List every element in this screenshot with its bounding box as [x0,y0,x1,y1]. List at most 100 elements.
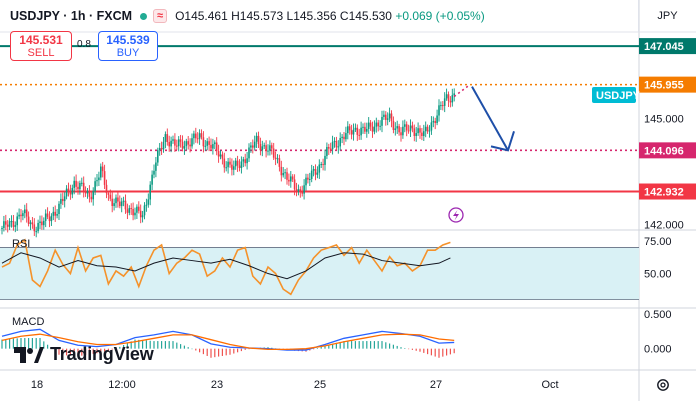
candle-body [52,211,55,216]
candle-body [411,125,414,129]
candle-body [24,209,26,214]
candle-body [139,210,142,218]
candle-body [295,189,298,192]
candle-body [326,147,328,156]
candle-body [98,177,100,181]
macd-histogram-bar [411,348,413,350]
candle-body [379,125,381,127]
candle-body [324,155,326,165]
wave-icon[interactable]: ≈ [153,9,168,23]
tradingview-logo[interactable]: TradingView [14,344,154,365]
buy-price: 145.539 [106,33,150,47]
candle-body [233,166,235,170]
candle-body [143,205,146,216]
macd-histogram-bar [77,348,79,357]
candle-body [29,222,32,224]
buy-button[interactable]: 145.539 BUY [98,31,158,61]
candle-body [227,161,229,168]
candle-body [202,137,205,147]
candle-body [347,126,349,134]
rsi-line [1,238,451,296]
candle-body [153,170,155,175]
candle-body [8,221,11,227]
time-tick-4: 27 [430,379,442,391]
macd-histogram-bar [453,348,455,354]
gear-icon[interactable] [656,378,670,392]
market-open-dot-icon [140,12,148,20]
candle-body [345,133,347,140]
candle-body [162,141,165,150]
candle-body [320,164,322,166]
candle-body [77,186,79,190]
candle-body [291,176,294,180]
candle-body [196,138,199,140]
candle-body [405,124,408,131]
candle-body [122,200,125,202]
macd-histogram-bar [164,341,166,349]
currency-selector[interactable]: JPY [638,0,696,32]
macd-histogram-bar [123,345,125,349]
candle-body [217,151,220,157]
candle-body [183,146,186,149]
candle-body [81,182,83,184]
candle-body [305,177,307,186]
macd-histogram-bar [5,339,7,349]
level-tag-3 [639,183,696,200]
macd-histogram-bar [142,340,144,349]
macd-histogram-bar [104,348,106,352]
candle-body [41,221,43,226]
macd-histogram-bar [138,339,140,349]
candle-body [309,179,311,181]
macd-histogram-bar [267,347,269,349]
candle-body [244,159,246,164]
candle-body [111,198,113,207]
macd-histogram-bar [210,348,212,358]
candle-body [214,142,216,145]
macd-histogram-bar [92,348,94,354]
candle-body [257,135,260,144]
candle-body [90,196,93,200]
macd-histogram-bar [240,348,242,352]
macd-histogram-bar [24,338,26,349]
candle-body [445,94,448,99]
macd-histogram-bar [366,341,368,349]
candle-body [269,145,271,151]
macd-histogram-bar [332,343,334,349]
candle-body [424,126,427,132]
candle-body [145,204,148,206]
candle-body [88,190,91,197]
macd-histogram-bar [313,348,315,350]
macd-histogram-bar [221,348,223,356]
macd-histogram-bar [214,348,216,358]
candle-body [348,126,351,131]
candle-body [170,140,172,147]
level-label-0: 147.045 [644,41,684,53]
symbol-info[interactable]: USDJPY · 1h · FXCM ≈ [10,9,168,23]
level-label-2: 144.096 [644,145,684,157]
candle-body [335,140,338,148]
candle-body [438,105,440,116]
macd-histogram-bar [1,339,3,349]
macd-histogram-bar [347,341,349,349]
macd-histogram-bar [442,348,444,357]
macd-histogram-bar [16,338,18,349]
level-tag-2 [639,142,696,159]
candle-body [65,188,68,197]
macd-histogram-bar [187,347,189,349]
candle-body [436,115,438,123]
candle-body [179,139,182,142]
macd-histogram-bar [111,348,113,350]
candle-body [200,133,203,138]
sell-button[interactable]: 145.531 SELL [10,31,72,61]
candle-body [10,221,13,223]
macd-histogram-bar [446,348,448,356]
tradingview-logo-text: TradingView [50,344,154,364]
rsi-tick-1: 50.00 [644,269,672,281]
candle-body [187,141,189,145]
candle-body [253,141,256,148]
candle-body [71,187,74,195]
candle-body [271,145,273,149]
ohlc-high: H145.573 [231,9,284,23]
candle-body [158,147,161,151]
